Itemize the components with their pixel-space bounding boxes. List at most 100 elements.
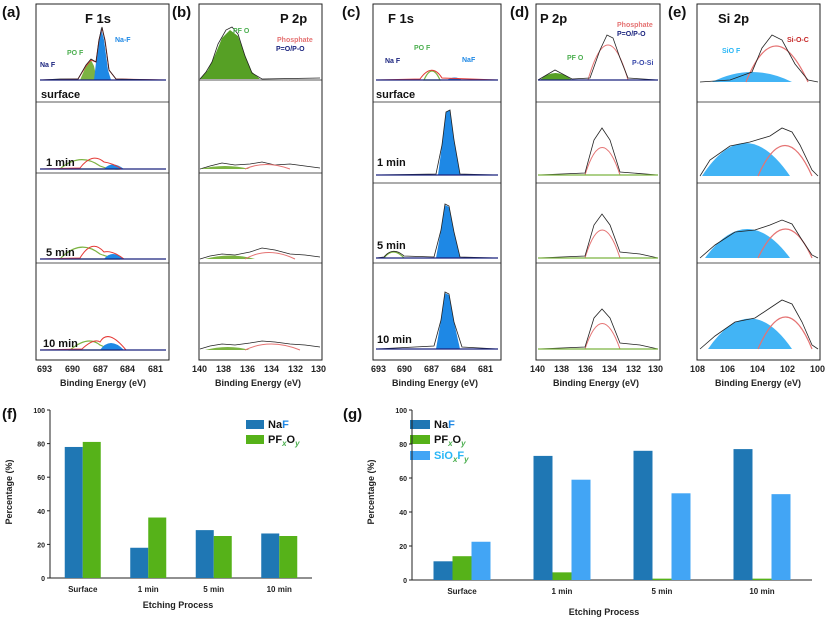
panel-c: (c) F 1s Na F PO F NaF surface 1 min 5 m… bbox=[342, 3, 502, 388]
panel-a-tick-3: 684 bbox=[120, 364, 135, 374]
panel-b-5min-pfxoy bbox=[205, 255, 255, 259]
panel-c-5min-pofy-peak bbox=[383, 251, 405, 259]
panel-f-ytick-label: 80 bbox=[37, 442, 45, 449]
legend-na-text: Na bbox=[268, 419, 283, 431]
panel-g-ylabel: Percentage (%) bbox=[366, 459, 376, 524]
panel-a-ticks: 693 690 687 684 681 bbox=[37, 364, 163, 374]
panel-b-5min-phosphate bbox=[244, 252, 296, 260]
panel-d-10min-data bbox=[537, 308, 659, 350]
panel-d-tick-1: 138 bbox=[554, 364, 569, 374]
legend-g-y2-sub: y bbox=[463, 455, 469, 464]
panel-c-ann-naf: NaF bbox=[462, 57, 476, 64]
panel-c-title: F 1s bbox=[388, 11, 414, 26]
panel-c-row-5min: 5 min bbox=[377, 240, 406, 252]
panel-g-legend-siof: SiOxFy bbox=[434, 450, 469, 464]
panel-a-row-surface: surface bbox=[41, 89, 80, 101]
panel-c-5min-data bbox=[375, 203, 499, 259]
panel-c-surface-fit bbox=[375, 69, 499, 81]
panel-a-1min-fit bbox=[39, 157, 166, 170]
panel-g-bar-pfxoy-2 bbox=[652, 578, 672, 580]
panel-g-ytick-label: 100 bbox=[395, 408, 407, 415]
legend-g-sio-text: SiO bbox=[434, 450, 453, 462]
panel-c-row-surface: surface bbox=[376, 89, 415, 101]
panel-d-tick-0: 140 bbox=[530, 364, 545, 374]
panel-f-legend-naf: NaF bbox=[268, 419, 289, 431]
panel-b-10min-phosphate bbox=[244, 343, 301, 351]
panel-a-label: (a) bbox=[2, 4, 20, 21]
panel-e-tick-1: 106 bbox=[720, 364, 735, 374]
legend-x-sub: x bbox=[281, 439, 287, 448]
panel-f-xtick-label: 1 min bbox=[138, 585, 159, 594]
panel-e-surface-data bbox=[699, 34, 819, 83]
panel-c-tick-0: 693 bbox=[371, 364, 386, 374]
panel-f-bar-pfxoy-0 bbox=[82, 441, 101, 578]
panel-g-bar-naf-2 bbox=[633, 450, 653, 580]
panel-g-xtick-label: Surface bbox=[447, 587, 477, 596]
panel-b-10min-data bbox=[199, 340, 321, 350]
panel-d-5min-data bbox=[537, 213, 659, 259]
panel-f-legend-pfo-swatch bbox=[246, 435, 264, 444]
panel-c-tick-2: 687 bbox=[424, 364, 439, 374]
panel-g-bar-naf-3 bbox=[733, 449, 753, 580]
panel-a-1min-naf-peak bbox=[104, 164, 124, 169]
panel-f-ylabel: Percentage (%) bbox=[4, 459, 14, 524]
panel-g-bar-sioxfy-1 bbox=[571, 479, 591, 580]
panel-a-surface-pofy-peak bbox=[80, 60, 97, 80]
panel-b-tick-0: 140 bbox=[192, 364, 207, 374]
legend-g-o-text: O bbox=[453, 434, 462, 446]
panel-e-label: (e) bbox=[668, 4, 686, 21]
panel-e-10min-data bbox=[699, 299, 819, 350]
legend-pf-text: PF bbox=[268, 434, 282, 446]
panel-e-title: Si 2p bbox=[718, 11, 749, 26]
panel-g-ytick-label: 40 bbox=[399, 510, 407, 517]
panel-c-5min-naf-peak bbox=[436, 205, 460, 258]
panel-f-legend: NaF PFxOy bbox=[246, 419, 300, 448]
panel-f-bar-pfxoy-1 bbox=[148, 517, 167, 578]
panel-c-1min-data bbox=[375, 109, 499, 176]
panel-c-ticks: 693 690 687 684 681 bbox=[371, 364, 493, 374]
panel-g-legend-siof-swatch bbox=[410, 451, 430, 460]
panel-c-label: (c) bbox=[342, 4, 360, 21]
panel-b-tick-3: 134 bbox=[264, 364, 279, 374]
panel-f-xlabel: Etching Process bbox=[143, 600, 214, 610]
legend-g-x-sub: x bbox=[447, 439, 453, 448]
panel-c-row-10min: 10 min bbox=[377, 334, 412, 346]
panel-f-legend-naf-swatch bbox=[246, 420, 264, 429]
panel-e-ann-siof: SiO F bbox=[722, 48, 741, 55]
panel-d-surface-data bbox=[537, 34, 659, 81]
panel-a-surface-naf-peak bbox=[94, 28, 111, 80]
panel-b-ann-phosphate: Phosphate bbox=[277, 37, 313, 44]
panel-e-frame bbox=[696, 3, 821, 361]
panel-g-bar-sioxfy-3 bbox=[771, 494, 791, 580]
panel-b-title: P 2p bbox=[280, 11, 307, 26]
panel-b-5min-data bbox=[199, 247, 321, 260]
panel-g-legend-naf: NaF bbox=[434, 419, 455, 431]
panel-b-1min-data bbox=[199, 161, 321, 170]
panel-d-5min-phosphate bbox=[584, 229, 621, 259]
panel-c-ann-pofy: PO F bbox=[414, 45, 431, 52]
legend-g-x2-sub: x bbox=[452, 455, 458, 464]
panel-g-chart: (g) Percentage (%) Etching Process NaF P… bbox=[343, 406, 812, 617]
panel-a-frame bbox=[35, 3, 170, 361]
panel-c-tick-3: 684 bbox=[451, 364, 466, 374]
panel-d-1min-phosphate bbox=[584, 147, 621, 176]
panel-f-bar-pfxoy-3 bbox=[279, 536, 298, 578]
panel-d-tick-2: 136 bbox=[578, 364, 593, 374]
panel-b-ticks: 140 138 136 134 132 130 bbox=[192, 364, 326, 374]
panel-d: (d) P 2p PF O Phosphate P=O/P-O P-O-Si 1… bbox=[510, 3, 663, 388]
panel-f-bar-naf-1 bbox=[130, 547, 149, 578]
legend-o-text: O bbox=[287, 434, 296, 446]
panel-d-10min-phosphate bbox=[584, 323, 621, 350]
panel-g-xtick-label: 1 min bbox=[552, 587, 573, 596]
panel-g-legend-pfo-swatch bbox=[410, 435, 430, 444]
panel-c-xlabel: Binding Energy (eV) bbox=[392, 378, 478, 388]
panel-d-surface-pfxoy-peak bbox=[540, 73, 572, 80]
panel-d-tick-5: 130 bbox=[648, 364, 663, 374]
panel-b-frame bbox=[198, 3, 323, 361]
panel-e-ticks: 108 106 104 102 100 bbox=[690, 364, 825, 374]
legend-g-y-sub: y bbox=[460, 439, 466, 448]
panel-d-tick-3: 134 bbox=[602, 364, 617, 374]
panel-b-xlabel: Binding Energy (eV) bbox=[215, 378, 301, 388]
panel-b-tick-1: 138 bbox=[216, 364, 231, 374]
panel-f-bar-naf-2 bbox=[195, 530, 214, 578]
